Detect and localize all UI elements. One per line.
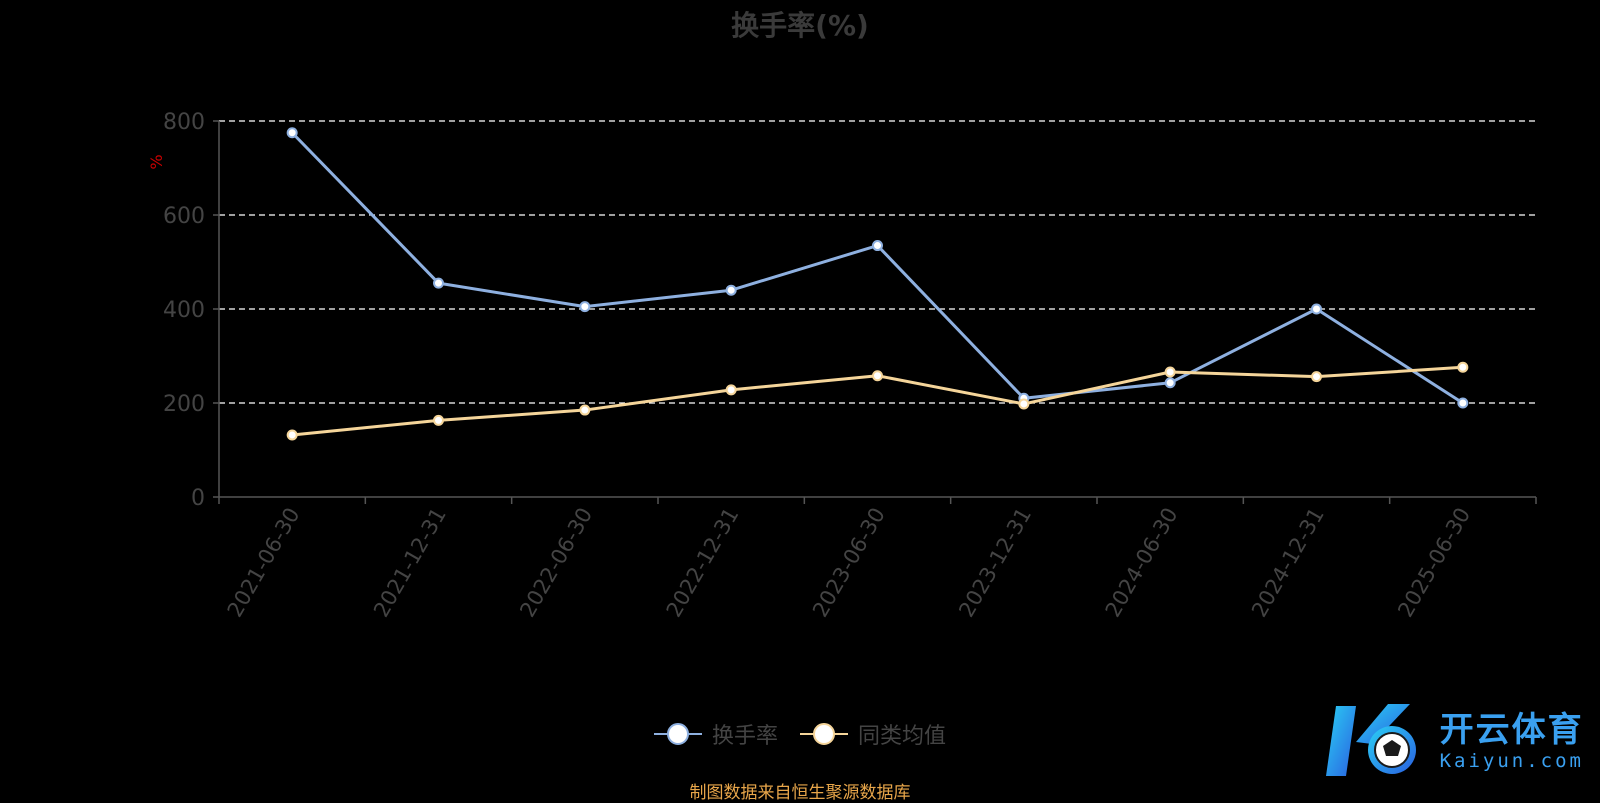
data-point [872, 240, 883, 252]
line-chart: 0 200 400 600 800 2021-06-30 2021-12-31 2022-06… [147, 110, 1537, 622]
data-point [1311, 371, 1322, 383]
legend-item-turnover[interactable]: 换手率 [653, 718, 778, 750]
data-point [433, 277, 444, 289]
data-point [433, 414, 444, 426]
series-line-0 [291, 131, 1464, 405]
data-point [1457, 397, 1469, 409]
y-axis-label: % [147, 154, 166, 169]
y-tick-label: 400 [163, 298, 205, 323]
x-tick-label: 2023-12-31 [954, 504, 1036, 622]
logo-text-cn: 开云体育 [1439, 710, 1584, 750]
logo-text-en: Kaiyun.com [1439, 750, 1584, 772]
data-point [286, 127, 298, 139]
x-tick-label: 2022-06-30 [515, 504, 597, 622]
x-tick-label: 2021-12-31 [369, 504, 451, 622]
legend-swatch-peer-average [800, 722, 848, 746]
brand-logo: 开云体育 Kaiyun.com [1322, 698, 1584, 784]
data-point [579, 404, 591, 416]
y-tick-label: 200 [163, 392, 205, 417]
x-tick-label: 2024-06-30 [1101, 504, 1183, 622]
y-tick-label: 0 [191, 486, 205, 511]
x-tick-label: 2021-06-30 [223, 504, 305, 622]
legend-label-peer-average: 同类均值 [858, 724, 947, 749]
data-point [286, 429, 298, 441]
data-point [872, 370, 883, 382]
y-tick-label: 600 [163, 204, 205, 229]
data-point [1164, 377, 1176, 389]
series-layer [286, 127, 1469, 441]
data-point [725, 284, 737, 296]
y-tick-label: 800 [163, 110, 205, 135]
legend-swatch-turnover [653, 722, 702, 746]
source-note: 制图数据来自恒生聚源数据库 [689, 783, 911, 803]
data-point [1457, 361, 1469, 373]
legend-label-turnover: 换手率 [711, 724, 778, 749]
x-tick-label: 2025-06-30 [1393, 504, 1475, 622]
data-point [725, 384, 737, 396]
x-tick-label: 2024-12-31 [1247, 504, 1329, 622]
x-tick-label: 2022-12-31 [662, 504, 744, 622]
chart-title: 换手率(%) [731, 9, 869, 42]
data-point [1311, 303, 1322, 315]
axis-layer: 0 200 400 600 800 2021-06-30 2021-12-31 2022-06… [163, 110, 1537, 622]
soccer-ball-logo-icon [1325, 704, 1416, 776]
data-point [1164, 366, 1176, 378]
legend: 换手率 同类均值 [0, 718, 1600, 750]
x-tick-label: 2023-06-30 [808, 504, 890, 622]
data-point [1018, 398, 1030, 410]
legend-item-peer-average[interactable]: 同类均值 [800, 718, 946, 750]
data-point [579, 301, 591, 313]
